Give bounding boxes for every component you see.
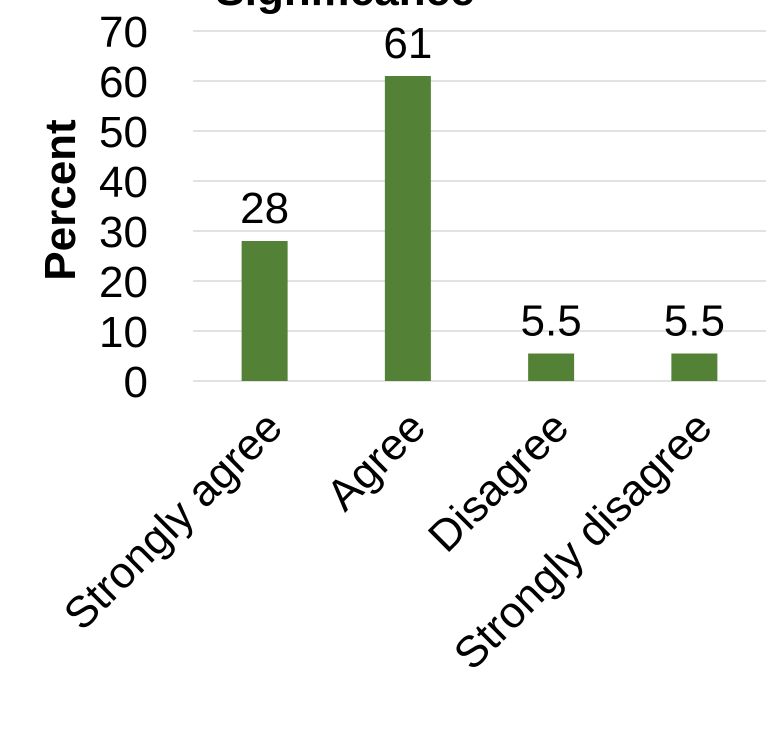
chart-title: Significance [215,0,474,15]
y-tick-label: 40 [99,158,148,207]
x-category-label: Agree [317,402,435,520]
bar [528,353,575,381]
y-tick-label: 10 [99,308,148,357]
y-tick-label: 30 [99,208,148,257]
bar [241,241,288,381]
data-label: 28 [240,184,289,233]
bar [384,76,431,381]
data-labels: 28 61 5.5 5.5 [240,19,725,346]
bars [241,76,718,381]
y-axis-title: Percent [36,119,85,281]
data-label: 5.5 [521,297,582,346]
x-category-label: Strongly disagree [445,402,722,679]
y-tick-label: 70 [99,8,148,57]
y-tick-label: 20 [99,258,148,307]
y-tick-label: 60 [99,58,148,107]
x-category-label: Strongly agree [55,402,292,639]
y-tick-label: 50 [99,108,148,157]
data-label: 61 [383,19,432,68]
bar [671,353,718,381]
gridlines [193,30,766,382]
y-tick-label: 0 [124,358,148,407]
data-label: 5.5 [664,297,725,346]
